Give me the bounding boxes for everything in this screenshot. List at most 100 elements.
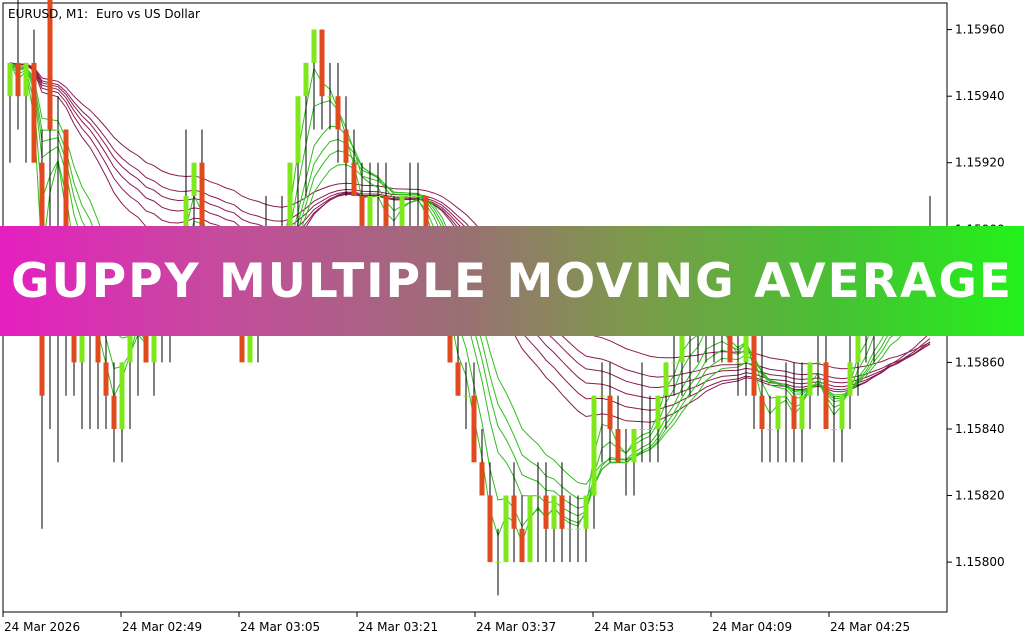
candle [351, 129, 357, 196]
candle [671, 329, 677, 396]
candle-body [839, 395, 845, 429]
candle [639, 362, 645, 463]
candle [599, 362, 605, 463]
candle-body [815, 362, 821, 364]
candle-body [311, 29, 317, 63]
candle [623, 429, 629, 496]
candle-body [599, 395, 605, 397]
candle-body [31, 62, 37, 163]
candle-body [343, 129, 349, 163]
candle-body [351, 162, 357, 196]
candle-body [455, 362, 461, 396]
candle-body [407, 196, 413, 197]
x-tick-label: 24 Mar 03:53 [594, 620, 674, 634]
candle-body [63, 129, 69, 263]
candle [647, 395, 653, 463]
y-tick-label: 1.15840 [955, 422, 1005, 436]
candle-body [487, 495, 493, 563]
symbol-timeframe: EURUSD, M1: [8, 7, 88, 21]
candle [743, 329, 749, 396]
candle-body [615, 429, 621, 463]
candle-body [847, 362, 853, 396]
candle [575, 495, 581, 563]
candle-body [103, 362, 109, 396]
long-ema-60 [9, 62, 931, 370]
candle-body [631, 429, 637, 463]
candle [583, 495, 589, 563]
y-tick-label: 1.15920 [955, 156, 1005, 170]
candle [791, 362, 797, 463]
candle [311, 29, 317, 130]
candle [463, 362, 469, 429]
candle [423, 196, 429, 230]
candle-body [79, 329, 85, 363]
candle-body [735, 362, 741, 364]
candle [527, 495, 533, 563]
x-tick-label: 24 Mar 04:25 [830, 620, 910, 634]
candle-body [559, 495, 565, 529]
candle [487, 462, 493, 563]
candle-body [591, 395, 597, 496]
candle-body [751, 329, 757, 396]
candle [535, 462, 541, 563]
candle-body [295, 96, 301, 163]
candle [367, 162, 373, 230]
candle [319, 29, 325, 130]
candle-body [471, 395, 477, 463]
candle-body [359, 196, 365, 230]
candle-body [639, 429, 645, 430]
candle [31, 29, 37, 163]
candle [567, 495, 573, 563]
candle [479, 429, 485, 496]
candle [783, 362, 789, 463]
candle-body [495, 562, 501, 564]
x-tick-label: 24 Mar 2026 [4, 620, 80, 634]
candle-body [327, 96, 333, 98]
candle-body [647, 429, 653, 430]
candle [343, 96, 349, 196]
candle [607, 362, 613, 463]
candle [47, 0, 53, 429]
candle-body [183, 196, 189, 230]
candle [591, 395, 597, 529]
candle [519, 495, 525, 563]
candle-body [575, 528, 581, 530]
candle-body [15, 62, 21, 97]
candle-body [655, 395, 661, 429]
candle-body [759, 395, 765, 429]
candle [679, 329, 685, 396]
y-tick-label: 1.15940 [955, 89, 1005, 103]
candle [831, 395, 837, 463]
candle-body [463, 395, 469, 397]
candle-body [791, 395, 797, 429]
candle [15, 0, 21, 130]
candle-body [7, 62, 13, 97]
candle-body [303, 62, 309, 97]
x-axis: 24 Mar 2026 24 Mar 02:49 24 Mar 03:05 24 Ma… [2, 612, 910, 634]
candle [655, 395, 661, 463]
candle-body [47, 0, 53, 130]
candle [663, 362, 669, 429]
candle [303, 62, 309, 196]
candle [815, 329, 821, 396]
candle-body [543, 495, 549, 529]
candle-body [375, 196, 381, 197]
candle-body [511, 495, 517, 529]
candle-body [727, 329, 733, 363]
candle-body [855, 329, 861, 363]
candle-body [399, 196, 405, 230]
candle-body [783, 395, 789, 397]
candle [127, 329, 133, 429]
candle [543, 462, 549, 563]
candle [295, 96, 301, 230]
candle-body [671, 362, 677, 364]
candle-body [415, 196, 421, 197]
candle [847, 329, 853, 429]
candle-body [319, 29, 325, 97]
candle [335, 62, 341, 163]
candle [823, 329, 829, 429]
candle-body [55, 129, 61, 131]
candle-body [423, 196, 429, 230]
candle-body [287, 162, 293, 230]
x-tick-label: 24 Mar 03:21 [358, 620, 438, 634]
